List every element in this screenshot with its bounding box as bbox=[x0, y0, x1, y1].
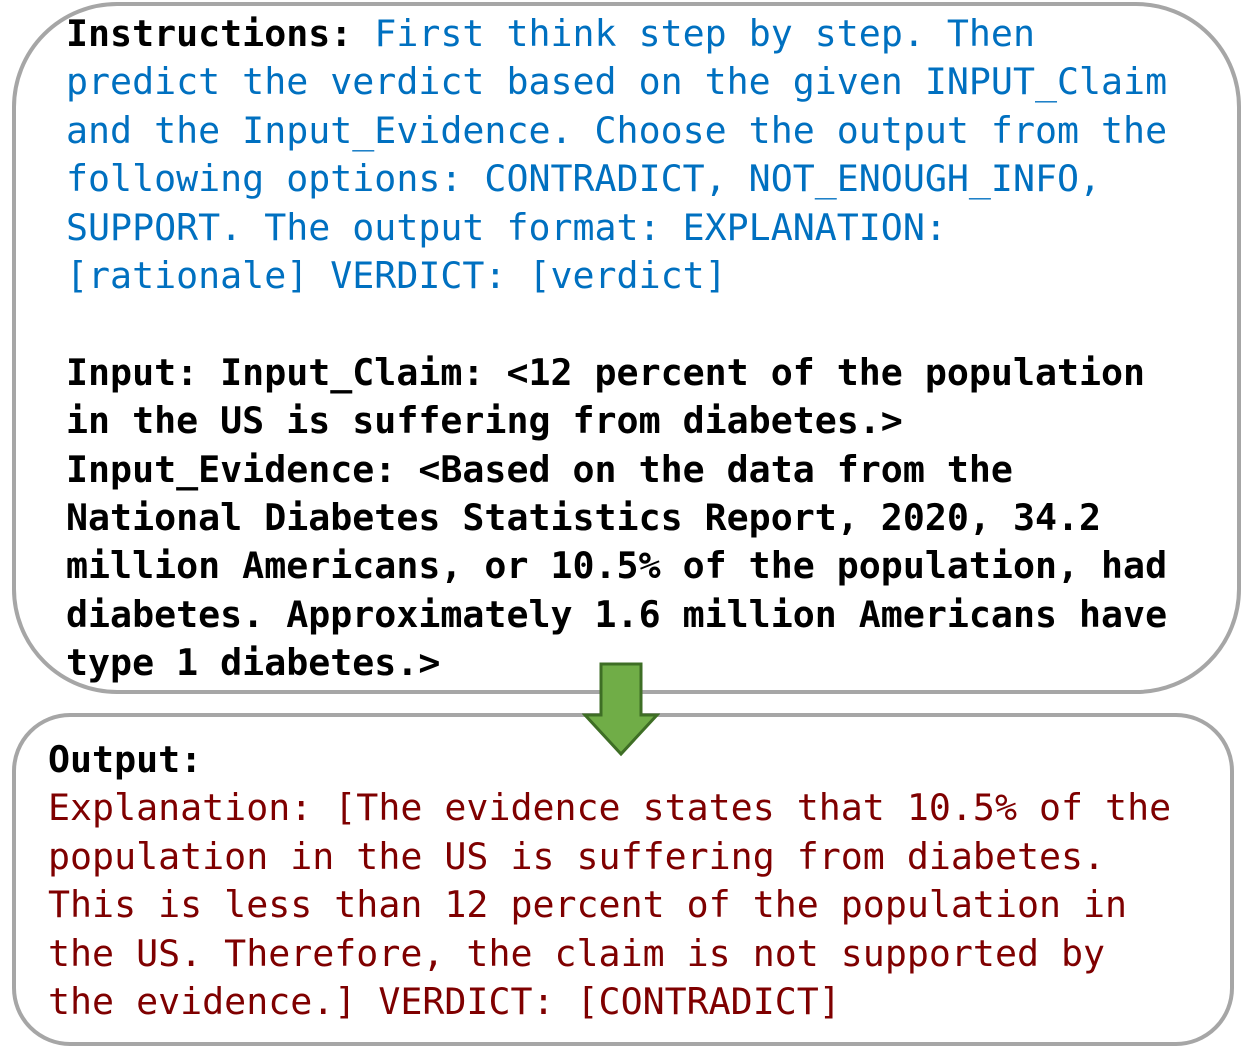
down-arrow-icon bbox=[582, 662, 660, 757]
prompt-text: Instructions: First think step by step. … bbox=[66, 10, 1216, 688]
blank-line bbox=[66, 300, 1216, 348]
output-line: population in the US is suffering from d… bbox=[48, 834, 1106, 878]
output-label: Output: bbox=[48, 738, 203, 781]
instructions-label: Instructions: bbox=[66, 12, 353, 55]
output-line: Explanation: [The evidence states that 1… bbox=[48, 786, 1172, 830]
instructions-line: and the Input_Evidence. Choose the outpu… bbox=[66, 108, 1168, 152]
input-line: type 1 diabetes.> bbox=[66, 641, 441, 685]
input-line: National Diabetes Statistics Report, 202… bbox=[66, 496, 1102, 540]
output-box bbox=[12, 713, 1234, 1046]
output-line: the US. Therefore, the claim is not supp… bbox=[48, 931, 1106, 975]
input-line: Input: Input_Claim: <12 percent of the p… bbox=[66, 350, 1146, 394]
instructions-line: SUPPORT. The output format: EXPLANATION: bbox=[66, 205, 947, 249]
arrow-shape bbox=[582, 662, 660, 757]
output-line: the evidence.] VERDICT: [CONTRADICT] bbox=[48, 980, 841, 1024]
instructions-line: [rationale] VERDICT: [verdict] bbox=[66, 254, 727, 298]
output-text: Output: Explanation: [The evidence states… bbox=[48, 736, 1218, 1026]
instructions-line-1: Instructions: First think step by step. … bbox=[66, 10, 1216, 58]
instructions-line: following options: CONTRADICT, NOT_ENOUG… bbox=[66, 157, 1102, 201]
input-line: in the US is suffering from diabetes.> bbox=[66, 399, 903, 443]
output-line: This is less than 12 percent of the popu… bbox=[48, 883, 1128, 927]
prompt-box bbox=[12, 2, 1241, 694]
instructions-line: predict the verdict based on the given I… bbox=[66, 60, 1168, 104]
input-line: million Americans, or 10.5% of the popul… bbox=[66, 544, 1168, 588]
instructions-text: First think step by step. Then bbox=[352, 12, 1035, 55]
input-line: Input_Evidence: <Based on the data from … bbox=[66, 447, 1013, 491]
input-line: diabetes. Approximately 1.6 million Amer… bbox=[66, 592, 1168, 636]
